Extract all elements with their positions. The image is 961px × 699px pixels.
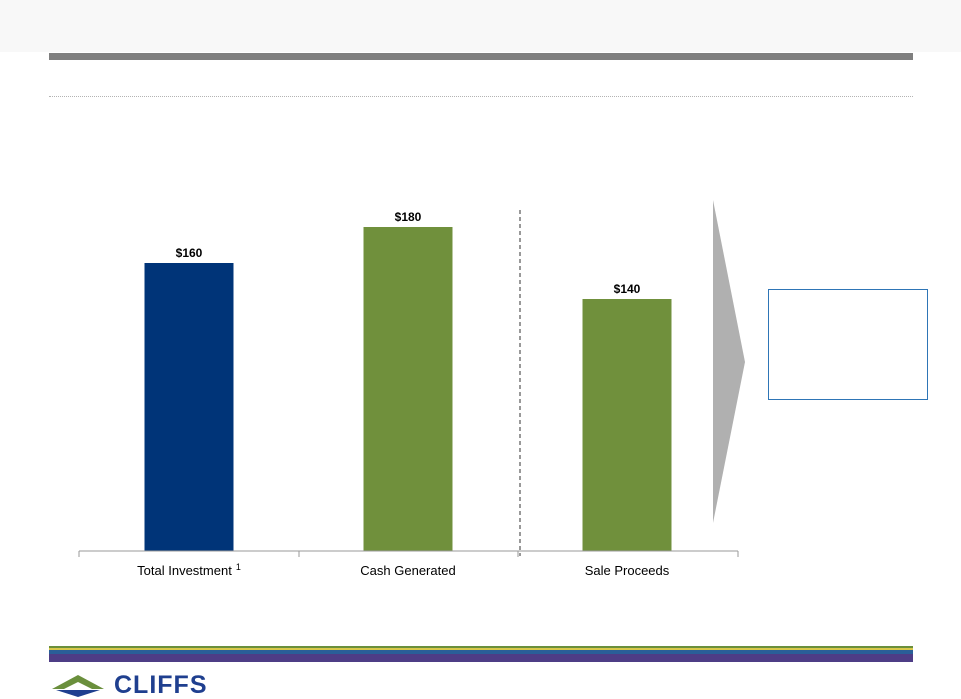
x-tick-label: Sale Proceeds (585, 563, 670, 578)
footer-stripe-purple (49, 654, 913, 662)
footer-stripe-yellow (49, 648, 913, 650)
callout-box (768, 289, 928, 400)
data-label: $180 (395, 210, 422, 224)
cliffs-mountain-icon (52, 675, 104, 697)
arrow-shape (713, 200, 745, 523)
footnote-marker: 1 (236, 562, 241, 572)
header-band (0, 0, 961, 52)
x-tick-label: Total Investment 1 (137, 562, 241, 578)
footer-stripe-green (49, 646, 913, 648)
title-rule (49, 53, 913, 60)
dotted-divider (49, 96, 913, 97)
logo-text: CLIFFS (114, 671, 208, 699)
bar-total-investment (144, 263, 234, 551)
x-tick-label: Cash Generated (360, 563, 455, 578)
bar-chart: $160 Total Investment 1 $180 Cash Generated $… (78, 200, 745, 578)
cliffs-logo: CLIFFS (52, 672, 208, 698)
footer-stripes (49, 646, 913, 662)
bar-sale-proceeds (582, 299, 672, 551)
bar-cash-generated (363, 227, 453, 551)
data-label: $140 (614, 282, 641, 296)
footer-stripe-blue (49, 650, 913, 654)
data-label: $160 (176, 246, 203, 260)
